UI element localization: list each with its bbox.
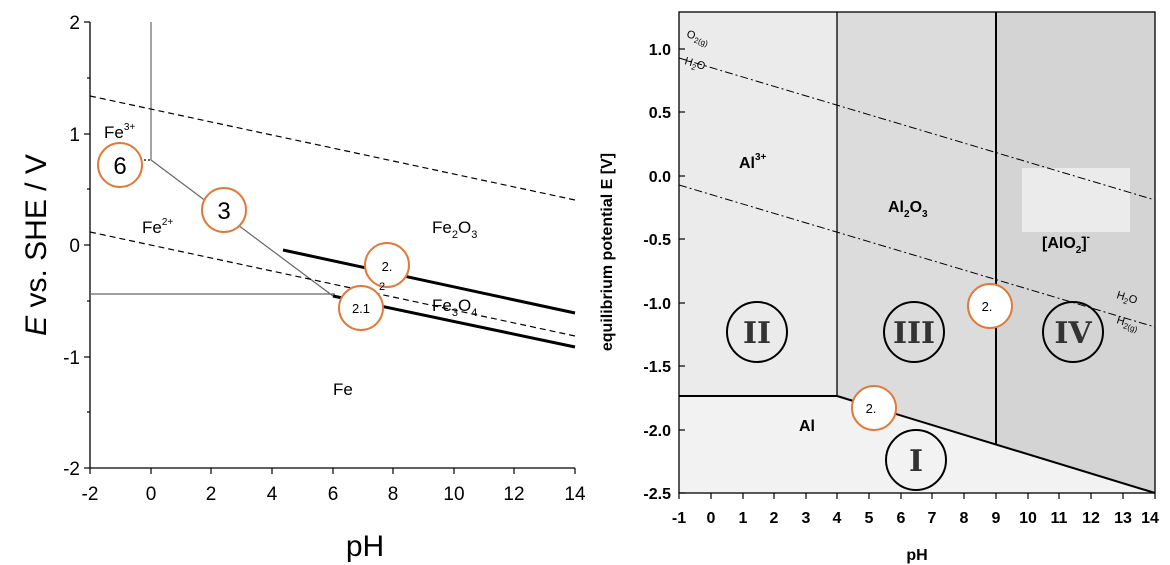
right-xtick-label: 10 [1019, 510, 1037, 527]
h2o-bottom-label: H2O [1115, 289, 1140, 309]
fe-pourbaix-diagram: 2 1 0 -1 -2 -2 0 2 4 6 8 10 12 14 [20, 13, 586, 563]
fe2-fe2o3-boundary [150, 159, 334, 297]
al2o3-region [837, 12, 996, 444]
left-xtick-label: 14 [564, 484, 586, 505]
svg-text:2.: 2. [382, 259, 393, 274]
left-y-ticks [84, 21, 90, 469]
left-xtick-label: 12 [503, 484, 524, 505]
label-patch [1022, 168, 1130, 232]
right-xtick-label: 0 [707, 510, 716, 527]
right-plot-frame [678, 11, 1156, 494]
svg-text:2.1: 2.1 [352, 301, 370, 316]
right-xtick-label: 3 [802, 510, 811, 527]
fe2o3-region-label: Fe2O3 [432, 218, 477, 241]
left-xtick-label: 6 [328, 484, 339, 505]
h2-label: H2(g) [1115, 314, 1141, 334]
svg-text:3: 3 [217, 198, 230, 225]
right-ytick-label: -0.5 [643, 232, 671, 249]
zone-iii-circle: III [883, 301, 945, 363]
left-y-axis-label-italic: E [20, 315, 53, 336]
left-x-ticks [89, 468, 576, 474]
left-ytick-label: -2 [63, 459, 80, 480]
svg-text:2.: 2. [866, 401, 877, 416]
right-ytick-label: -1.5 [643, 359, 671, 376]
al-region-label: Al [799, 418, 815, 435]
right-ytick-label: -1.0 [643, 296, 671, 313]
left-ytick-label: 0 [69, 236, 80, 257]
right-ytick-label: -2.0 [643, 423, 671, 440]
fe3-region-label: Fe3+ [104, 122, 135, 142]
right-ytick-label: -2.5 [643, 486, 671, 503]
right-y-axis-label: equilibrium potential E [V] [599, 153, 616, 351]
right-ytick-label: 0.0 [649, 169, 671, 186]
marker-2: 2. 2 [364, 242, 410, 293]
left-ytick-label: 2 [69, 13, 80, 34]
hydrogen-line [89, 231, 576, 337]
svg-text:II: II [743, 316, 771, 351]
right-xtick-label: 14 [1141, 510, 1159, 527]
right-xtick-label: 12 [1082, 510, 1100, 527]
left-ytick-label: -1 [63, 348, 80, 369]
fe2-region-label: Fe2+ [142, 217, 173, 237]
marker-2-1: 2.1 [338, 285, 384, 331]
fe3o4-region-label: Fe3O4 [432, 296, 477, 319]
marker-2-right-lower: 2. [851, 385, 897, 431]
left-xtick-label: 4 [267, 484, 278, 505]
fe2o3-fe3o4-boundary [282, 248, 576, 315]
zone-i-circle: I [885, 429, 947, 491]
h2o-top-label: H2O [683, 55, 708, 75]
marker-2-sub: 2 [379, 281, 385, 293]
hydrogen-line [678, 184, 1156, 328]
o2-label: O2(g) [685, 28, 711, 48]
right-xtick-label: 6 [897, 510, 906, 527]
alo2-region-label: [AlO2]- [1042, 232, 1090, 256]
svg-text:I: I [909, 444, 923, 479]
right-xtick-label: 11 [1051, 510, 1068, 527]
right-x-ticks [678, 493, 1156, 499]
right-xtick-label: 13 [1114, 510, 1132, 527]
right-xtick-label: 2 [770, 510, 779, 527]
al-metal-region [679, 396, 1155, 493]
al2o3-region-label: Al2O3 [888, 199, 928, 220]
oxygen-line [678, 57, 1156, 201]
zone-iv-circle: IV [1042, 301, 1104, 363]
oxygen-line [89, 95, 576, 201]
left-ytick-label: 1 [69, 125, 80, 146]
svg-text:III: III [893, 316, 935, 351]
svg-text:2.: 2. [982, 299, 993, 314]
marker-3: 3 [201, 187, 247, 233]
right-xtick-label: 1 [739, 510, 748, 527]
zone-ii-circle: II [726, 301, 788, 363]
left-xtick-label: 10 [443, 484, 464, 505]
al3-region [679, 12, 837, 396]
right-ytick-label: 1.0 [649, 42, 671, 59]
right-xtick-label: 9 [992, 510, 1001, 527]
svg-text:6: 6 [113, 153, 126, 180]
marker-6: 6 [97, 142, 143, 188]
right-xtick-label: 5 [865, 510, 874, 527]
right-xtick-label: 4 [833, 510, 842, 527]
right-y-ticks [679, 48, 685, 494]
left-x-axis-label: pH [346, 530, 384, 563]
left-xtick-label: 8 [388, 484, 399, 505]
left-y-axis-label-rest: vs. SHE / V [20, 154, 53, 316]
right-xtick-label: 8 [960, 510, 969, 527]
al3-region-label: Al3+ [739, 152, 767, 172]
right-ytick-label: 0.5 [649, 105, 671, 122]
left-xtick-label: -2 [82, 484, 99, 505]
al-pourbaix-diagram: 1.0 0.5 0.0 -0.5 -1.0 -1.5 -2.0 -2.5 [599, 11, 1159, 564]
svg-text:IV: IV [1054, 316, 1092, 351]
alo2-region [996, 12, 1155, 493]
right-x-axis-label: pH [906, 547, 927, 564]
fe-region-label: Fe [333, 380, 353, 399]
left-xtick-label: 2 [206, 484, 217, 505]
right-xtick-label: 7 [928, 510, 937, 527]
left-xtick-label: 0 [146, 484, 157, 505]
left-y-axis-label: E vs. SHE / V [20, 154, 53, 336]
marker-2-right-upper: 2. [967, 283, 1013, 329]
right-xtick-label: -1 [672, 510, 686, 527]
